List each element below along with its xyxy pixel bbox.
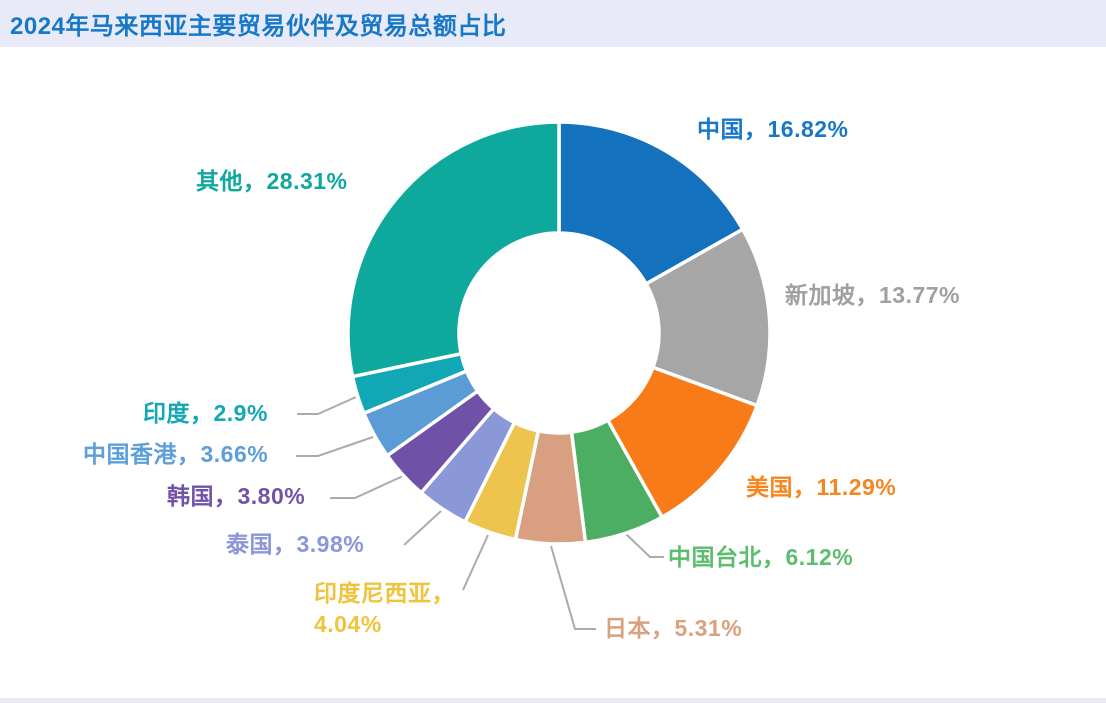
title-bar: 2024年马来西亚主要贸易伙伴及贸易总额占比 [0, 0, 1106, 47]
slice-label-china: 中国，16.82% [697, 116, 849, 142]
bottom-strip [0, 698, 1106, 703]
slice-label-thailand: 泰国，3.98% [226, 531, 365, 557]
page-title: 2024年马来西亚主要贸易伙伴及贸易总额占比 [10, 13, 507, 40]
leader-line-indonesia [462, 534, 489, 591]
slice-others [346, 120, 561, 379]
leader-line-hongkong [296, 436, 374, 457]
leader-line-india [297, 396, 357, 415]
leader-line-thailand [403, 510, 442, 546]
slice-label-korea: 韩国，3.80% [167, 483, 306, 509]
slice-label-japan: 日本，5.31% [604, 615, 743, 641]
slice-label-singapore: 新加坡，13.77% [785, 282, 961, 308]
slice-label-india: 印度，2.9% [143, 400, 268, 426]
slice-singapore [644, 227, 772, 408]
leader-line-korea [330, 475, 404, 499]
slice-label-taipei: 中国台北，6.12% [668, 544, 854, 570]
leader-line-japan [550, 545, 596, 630]
leader-line-taipei [624, 532, 664, 558]
slice-label-us: 美国，11.29% [746, 474, 897, 500]
slice-label-hongkong: 中国香港，3.66% [83, 441, 269, 467]
slice-label-indonesia: 印度尼西亚，4.04% [314, 580, 455, 637]
slice-label-others: 其他，28.31% [196, 168, 348, 194]
slice-china [557, 120, 745, 286]
